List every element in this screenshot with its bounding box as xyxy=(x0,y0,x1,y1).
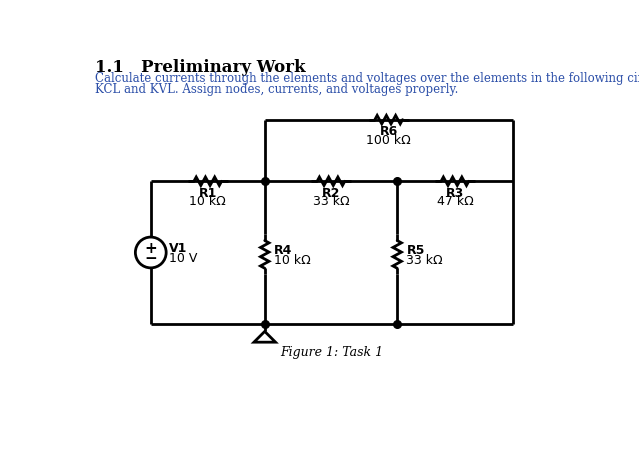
Text: 10 V: 10 V xyxy=(169,251,197,264)
Text: +: + xyxy=(144,240,157,255)
Text: Figure 1: Task 1: Figure 1: Task 1 xyxy=(280,346,383,358)
Text: 10 kΩ: 10 kΩ xyxy=(189,195,226,208)
Text: 1.1   Preliminary Work: 1.1 Preliminary Work xyxy=(95,59,306,76)
Text: R4: R4 xyxy=(274,243,293,256)
Text: R6: R6 xyxy=(380,125,398,138)
Text: Calculate currents through the elements and voltages over the elements in the fo: Calculate currents through the elements … xyxy=(95,72,639,85)
Text: R1: R1 xyxy=(199,186,217,199)
Text: 100 kΩ: 100 kΩ xyxy=(366,134,411,146)
Text: 33 kΩ: 33 kΩ xyxy=(406,253,443,266)
Text: −: − xyxy=(144,251,157,266)
Text: R3: R3 xyxy=(446,186,464,199)
Text: 33 kΩ: 33 kΩ xyxy=(312,195,350,208)
Text: KCL and KVL. Assign nodes, currents, and voltages properly.: KCL and KVL. Assign nodes, currents, and… xyxy=(95,83,459,96)
Text: 47 kΩ: 47 kΩ xyxy=(436,195,473,208)
Text: V1: V1 xyxy=(169,242,188,255)
Text: R5: R5 xyxy=(406,243,425,256)
Text: 10 kΩ: 10 kΩ xyxy=(274,253,311,266)
Text: R2: R2 xyxy=(322,186,340,199)
